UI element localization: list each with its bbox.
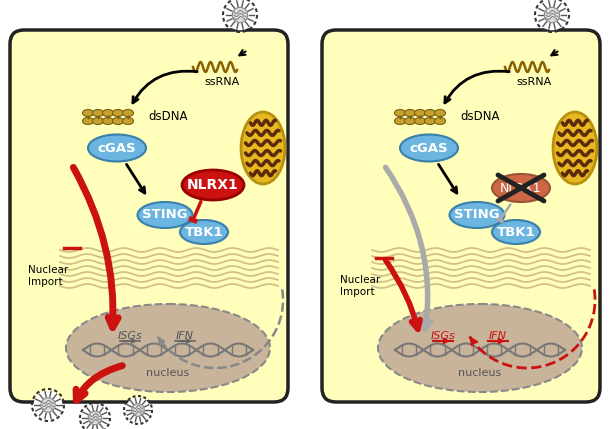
Ellipse shape (123, 118, 134, 124)
Ellipse shape (224, 0, 256, 30)
Ellipse shape (34, 390, 62, 420)
Ellipse shape (93, 109, 104, 117)
Ellipse shape (123, 109, 134, 117)
Ellipse shape (102, 118, 113, 124)
Text: IFN: IFN (489, 331, 507, 341)
Ellipse shape (492, 174, 550, 202)
Ellipse shape (41, 398, 55, 412)
Ellipse shape (93, 118, 104, 124)
Ellipse shape (434, 118, 445, 124)
Text: STING: STING (142, 208, 188, 221)
Ellipse shape (66, 304, 270, 392)
Text: dsDNA: dsDNA (148, 111, 187, 124)
Text: TBK1: TBK1 (185, 226, 223, 239)
Text: NLRX1: NLRX1 (187, 178, 239, 192)
Ellipse shape (404, 109, 415, 117)
Ellipse shape (82, 405, 109, 429)
Ellipse shape (450, 202, 504, 228)
Ellipse shape (232, 7, 248, 23)
Text: ISGs: ISGs (118, 331, 142, 341)
Text: STING: STING (454, 208, 500, 221)
Text: ssRNA: ssRNA (204, 77, 240, 87)
Ellipse shape (553, 112, 597, 184)
Ellipse shape (112, 109, 123, 117)
Ellipse shape (112, 118, 123, 124)
Ellipse shape (88, 411, 102, 425)
Ellipse shape (492, 220, 540, 244)
Text: Nuclear
Import: Nuclear Import (28, 265, 68, 287)
Text: Nuclear
Import: Nuclear Import (340, 275, 380, 297)
Ellipse shape (378, 304, 582, 392)
Ellipse shape (395, 109, 406, 117)
Text: IFN: IFN (176, 331, 194, 341)
Ellipse shape (137, 202, 193, 228)
Ellipse shape (82, 109, 93, 117)
Ellipse shape (395, 118, 406, 124)
Text: ssRNA: ssRNA (517, 77, 551, 87)
Text: nucleus: nucleus (458, 368, 501, 378)
Ellipse shape (415, 109, 426, 117)
Text: cGAS: cGAS (98, 142, 136, 154)
Ellipse shape (126, 397, 151, 423)
Ellipse shape (415, 118, 426, 124)
Ellipse shape (132, 404, 145, 416)
Text: NLRX1: NLRX1 (500, 181, 542, 194)
Ellipse shape (102, 109, 113, 117)
Ellipse shape (180, 220, 228, 244)
Text: TBK1: TBK1 (497, 226, 536, 239)
Text: dsDNA: dsDNA (460, 111, 500, 124)
Ellipse shape (537, 0, 567, 30)
Ellipse shape (82, 118, 93, 124)
Ellipse shape (400, 135, 458, 161)
Text: cGAS: cGAS (410, 142, 448, 154)
FancyBboxPatch shape (322, 30, 600, 402)
Ellipse shape (241, 112, 285, 184)
Ellipse shape (425, 118, 436, 124)
Text: ISGs: ISGs (431, 331, 456, 341)
FancyBboxPatch shape (10, 30, 288, 402)
Ellipse shape (434, 109, 445, 117)
Ellipse shape (425, 109, 436, 117)
Ellipse shape (544, 7, 559, 23)
Ellipse shape (88, 135, 146, 161)
Ellipse shape (182, 170, 244, 200)
Ellipse shape (404, 118, 415, 124)
Text: nucleus: nucleus (146, 368, 190, 378)
